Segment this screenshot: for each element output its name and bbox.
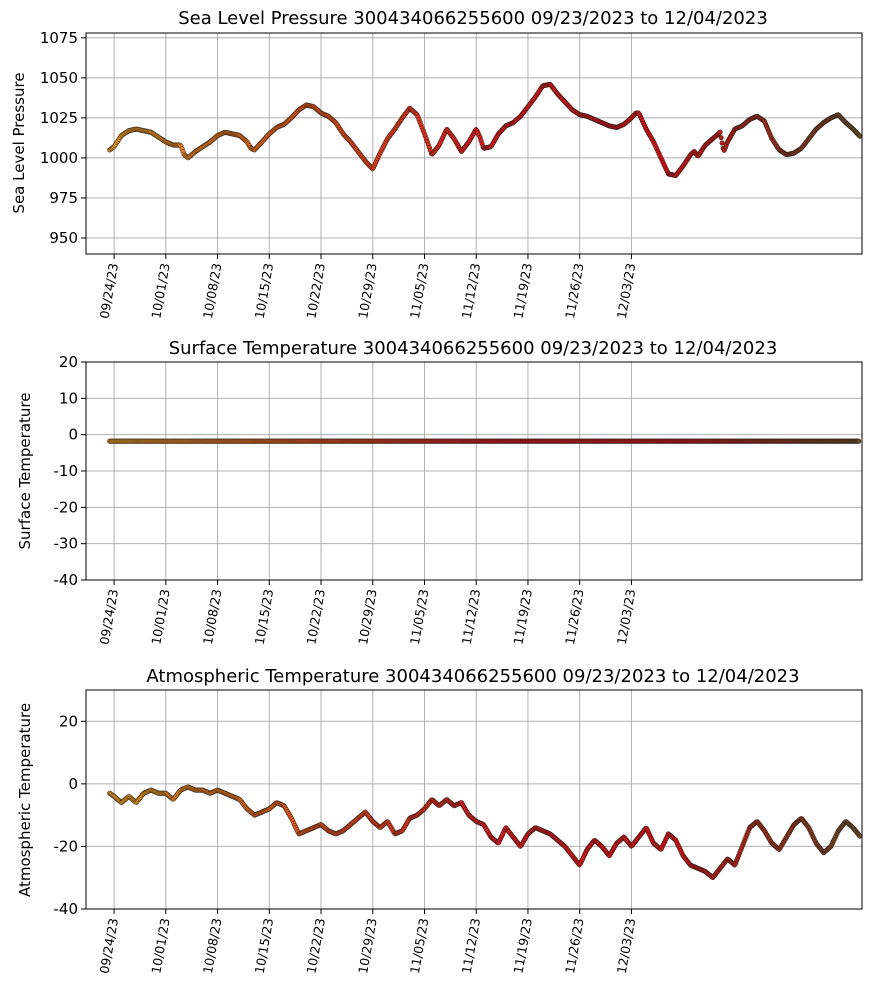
x-tick-label: 10/08/23 xyxy=(200,917,225,975)
x-tick-label: 12/03/23 xyxy=(614,917,639,975)
y-tick-label: -20 xyxy=(54,837,79,855)
y-axis-label: Sea Level Pressure xyxy=(10,72,28,213)
x-tick-label: 12/03/23 xyxy=(614,262,639,320)
chart-title: Atmospheric Temperature 300434066255600 … xyxy=(146,666,799,687)
y-tick-label: 1000 xyxy=(40,149,78,167)
x-tick-label: 09/24/23 xyxy=(97,262,122,320)
x-tick-label: 12/03/23 xyxy=(614,588,639,646)
y-tick-label: 975 xyxy=(49,189,78,207)
y-tick-label: 20 xyxy=(59,712,78,730)
series-points xyxy=(107,784,863,881)
x-tick-label: 11/05/23 xyxy=(407,262,432,320)
x-tick-label: 10/29/23 xyxy=(355,262,380,320)
x-tick-label: 10/29/23 xyxy=(355,588,380,646)
x-tick-label: 11/19/23 xyxy=(510,917,535,975)
x-tick-label: 11/26/23 xyxy=(562,588,587,646)
x-tick-label: 10/22/23 xyxy=(303,262,328,320)
y-tick-label: 950 xyxy=(49,229,78,247)
y-tick-label: -40 xyxy=(54,900,79,918)
x-tick-label: 10/01/23 xyxy=(148,262,173,320)
y-tick-label: 1050 xyxy=(40,69,78,87)
y-tick-label: 0 xyxy=(68,775,78,793)
series-points xyxy=(107,438,862,444)
y-tick-label: 10 xyxy=(59,389,78,407)
data-point xyxy=(717,129,723,135)
x-tick-label: 11/05/23 xyxy=(407,588,432,646)
y-axis-label: Surface Temperature xyxy=(16,393,34,550)
x-tick-label: 11/12/23 xyxy=(459,917,484,975)
y-tick-label: -10 xyxy=(54,462,79,480)
x-tick-label: 10/01/23 xyxy=(148,917,173,975)
panel-atmospheric-temperature: Atmospheric Temperature 300434066255600 … xyxy=(16,666,863,975)
chart-title: Sea Level Pressure 300434066255600 09/23… xyxy=(178,8,768,29)
y-tick-label: 20 xyxy=(59,353,78,371)
x-tick-label: 10/15/23 xyxy=(252,588,277,646)
data-point xyxy=(856,438,862,444)
plot-area xyxy=(85,689,863,910)
x-tick-label: 11/19/23 xyxy=(510,262,535,320)
y-axis-label: Atmospheric Temperature xyxy=(16,703,34,897)
x-tick-label: 10/22/23 xyxy=(303,917,328,975)
data-point xyxy=(718,135,724,141)
data-point xyxy=(857,833,863,839)
x-tick-label: 11/26/23 xyxy=(562,262,587,320)
x-tick-label: 10/08/23 xyxy=(200,262,225,320)
x-tick-label: 11/26/23 xyxy=(562,917,587,975)
x-tick-label: 11/05/23 xyxy=(407,917,432,975)
x-tick-label: 10/29/23 xyxy=(355,917,380,975)
x-tick-label: 11/19/23 xyxy=(510,588,535,646)
y-tick-label: 1075 xyxy=(40,29,78,47)
x-tick-label: 10/15/23 xyxy=(252,262,277,320)
data-point xyxy=(857,133,863,139)
y-tick-label: 1025 xyxy=(40,109,78,127)
y-tick-label: -20 xyxy=(54,498,79,516)
x-tick-label: 10/22/23 xyxy=(303,588,328,646)
panel-surface-temperature: Surface Temperature 300434066255600 09/2… xyxy=(16,338,863,646)
x-tick-label: 11/12/23 xyxy=(459,588,484,646)
y-tick-label: -30 xyxy=(54,535,79,553)
x-tick-label: 11/12/23 xyxy=(459,262,484,320)
data-point xyxy=(719,140,725,146)
x-tick-label: 10/01/23 xyxy=(148,588,173,646)
x-tick-label: 10/08/23 xyxy=(200,588,225,646)
x-tick-label: 09/24/23 xyxy=(97,588,122,646)
x-tick-label: 09/24/23 xyxy=(97,917,122,975)
series-points xyxy=(107,81,863,179)
chart-title: Surface Temperature 300434066255600 09/2… xyxy=(169,338,778,359)
plot-area xyxy=(85,32,863,255)
y-tick-label: 0 xyxy=(68,426,78,444)
y-tick-label: -40 xyxy=(54,571,79,589)
x-tick-label: 10/15/23 xyxy=(252,917,277,975)
panel-sea-level-pressure: Sea Level Pressure 300434066255600 09/23… xyxy=(10,8,863,320)
